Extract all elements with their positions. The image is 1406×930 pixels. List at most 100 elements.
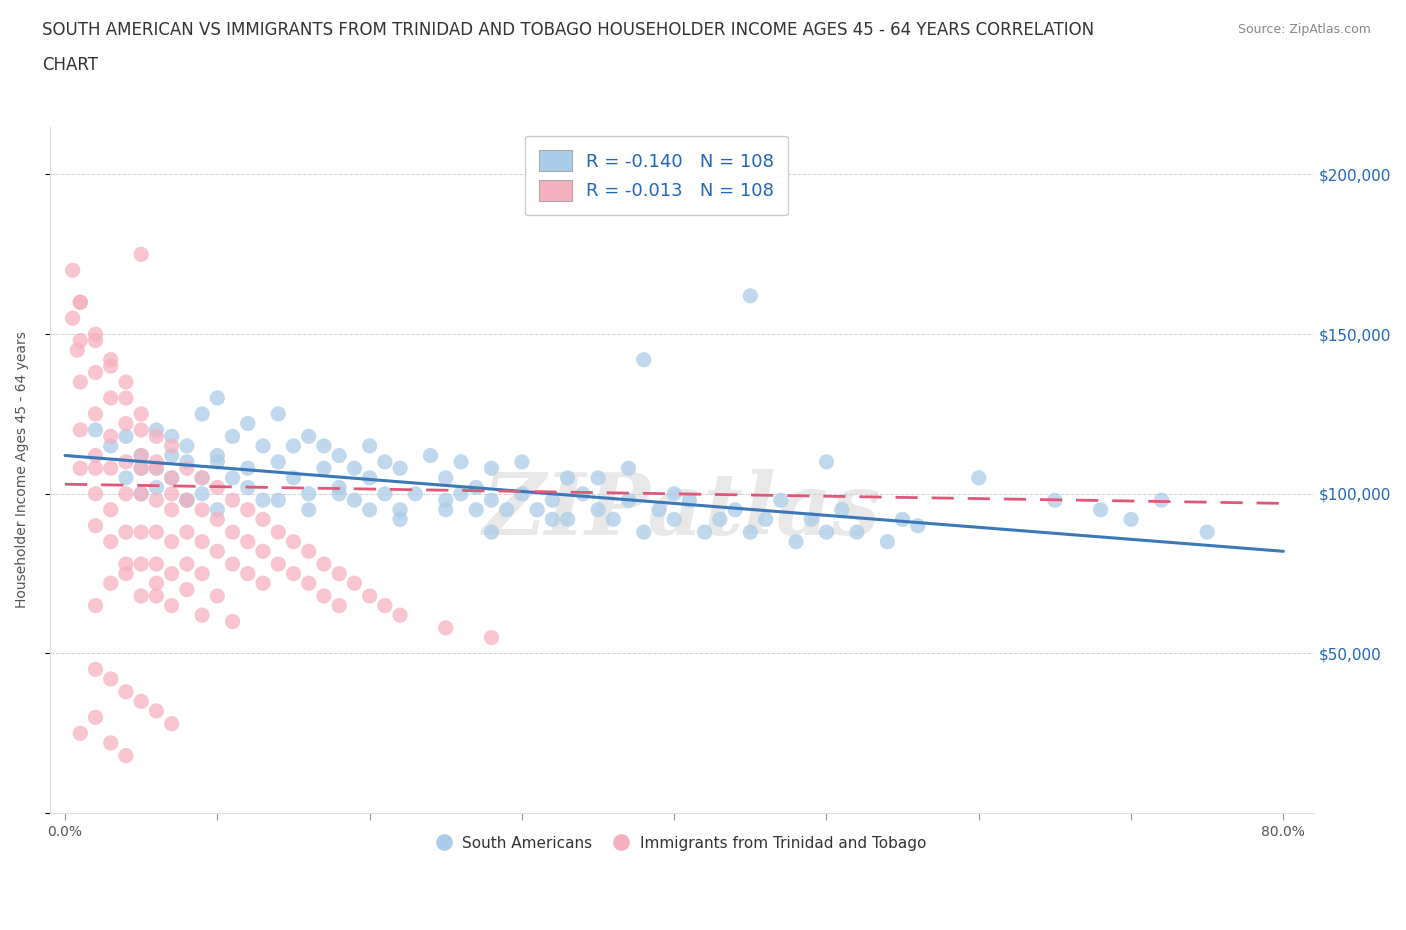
- Point: [160, 471, 183, 485]
- Point: [84, 662, 107, 677]
- Point: [633, 352, 655, 367]
- Point: [145, 703, 167, 718]
- Point: [693, 525, 716, 539]
- Point: [160, 534, 183, 549]
- Point: [176, 455, 198, 470]
- Point: [419, 448, 441, 463]
- Point: [298, 544, 321, 559]
- Point: [1150, 493, 1173, 508]
- Point: [389, 607, 412, 622]
- Point: [69, 375, 91, 390]
- Point: [176, 525, 198, 539]
- Point: [845, 525, 868, 539]
- Point: [434, 502, 457, 517]
- Point: [191, 607, 214, 622]
- Point: [145, 576, 167, 591]
- Point: [267, 455, 290, 470]
- Point: [434, 471, 457, 485]
- Point: [740, 525, 762, 539]
- Point: [129, 557, 152, 572]
- Point: [267, 525, 290, 539]
- Point: [221, 614, 243, 629]
- Point: [69, 422, 91, 437]
- Point: [191, 406, 214, 421]
- Point: [145, 589, 167, 604]
- Point: [465, 502, 488, 517]
- Point: [343, 461, 366, 476]
- Point: [907, 518, 929, 533]
- Point: [374, 598, 396, 613]
- Point: [84, 326, 107, 341]
- Point: [115, 566, 138, 581]
- Point: [191, 534, 214, 549]
- Point: [69, 333, 91, 348]
- Point: [815, 525, 838, 539]
- Point: [100, 576, 122, 591]
- Point: [1090, 502, 1112, 517]
- Point: [434, 493, 457, 508]
- Point: [129, 694, 152, 709]
- Point: [160, 471, 183, 485]
- Point: [207, 391, 229, 405]
- Point: [328, 598, 350, 613]
- Point: [434, 620, 457, 635]
- Point: [283, 566, 305, 581]
- Point: [100, 359, 122, 374]
- Point: [891, 512, 914, 526]
- Point: [207, 512, 229, 526]
- Point: [207, 502, 229, 517]
- Point: [221, 471, 243, 485]
- Point: [267, 557, 290, 572]
- Point: [115, 375, 138, 390]
- Point: [283, 471, 305, 485]
- Point: [66, 342, 89, 357]
- Point: [252, 438, 274, 453]
- Point: [328, 566, 350, 581]
- Point: [129, 448, 152, 463]
- Point: [267, 493, 290, 508]
- Point: [145, 461, 167, 476]
- Point: [129, 589, 152, 604]
- Point: [207, 589, 229, 604]
- Point: [176, 438, 198, 453]
- Point: [145, 422, 167, 437]
- Point: [100, 671, 122, 686]
- Point: [267, 406, 290, 421]
- Point: [207, 480, 229, 495]
- Point: [328, 486, 350, 501]
- Point: [191, 566, 214, 581]
- Point: [450, 455, 472, 470]
- Point: [343, 576, 366, 591]
- Point: [84, 365, 107, 380]
- Point: [236, 534, 259, 549]
- Point: [815, 455, 838, 470]
- Point: [481, 525, 503, 539]
- Point: [84, 422, 107, 437]
- Point: [252, 544, 274, 559]
- Point: [115, 684, 138, 699]
- Point: [221, 525, 243, 539]
- Point: [481, 493, 503, 508]
- Point: [967, 471, 990, 485]
- Point: [115, 486, 138, 501]
- Point: [145, 525, 167, 539]
- Point: [312, 589, 335, 604]
- Point: [207, 448, 229, 463]
- Point: [252, 576, 274, 591]
- Point: [328, 448, 350, 463]
- Point: [298, 502, 321, 517]
- Point: [160, 448, 183, 463]
- Point: [236, 566, 259, 581]
- Point: [389, 502, 412, 517]
- Point: [298, 429, 321, 444]
- Point: [359, 471, 381, 485]
- Point: [648, 502, 671, 517]
- Point: [724, 502, 747, 517]
- Point: [359, 589, 381, 604]
- Point: [115, 416, 138, 431]
- Point: [359, 438, 381, 453]
- Point: [129, 448, 152, 463]
- Point: [236, 461, 259, 476]
- Point: [510, 455, 533, 470]
- Point: [312, 557, 335, 572]
